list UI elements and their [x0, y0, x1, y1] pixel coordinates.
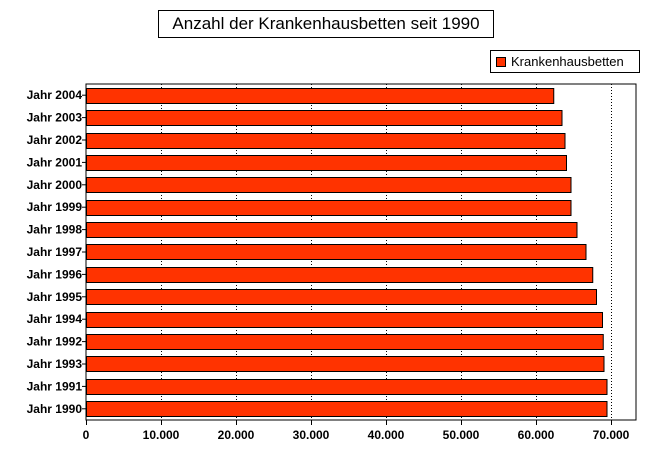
y-tick-label: Jahr 1991 — [27, 379, 83, 393]
y-tick-label: Jahr 2004 — [27, 88, 83, 102]
y-tick-label: Jahr 1997 — [27, 245, 83, 259]
bar — [86, 289, 597, 305]
bar — [86, 110, 563, 126]
x-tick-label: 50.000 — [443, 428, 480, 442]
y-tick-label: Jahr 1993 — [27, 357, 83, 371]
bar — [86, 244, 587, 260]
x-tick-label: 20.000 — [218, 428, 255, 442]
y-tick-label: Jahr 1990 — [27, 402, 83, 416]
y-tick-label: Jahr 1998 — [27, 223, 83, 237]
chart-title: Anzahl der Krankenhausbetten seit 1990 — [158, 10, 494, 38]
bar — [86, 177, 572, 193]
bar — [86, 88, 555, 104]
bar — [86, 222, 578, 238]
bar — [86, 133, 566, 149]
y-tick-label: Jahr 2001 — [27, 155, 83, 169]
y-tick-label: Jahr 1995 — [27, 290, 83, 304]
bar — [86, 267, 594, 283]
x-tick-label: 10.000 — [143, 428, 180, 442]
bar — [86, 200, 572, 216]
bar — [86, 312, 603, 328]
bar — [86, 401, 608, 417]
y-tick-label: Jahr 1994 — [27, 312, 83, 326]
bar — [86, 334, 604, 350]
bar — [86, 155, 567, 171]
legend-label: Krankenhausbetten — [511, 54, 624, 69]
x-tick-label: 70.000 — [593, 428, 630, 442]
y-tick-label: Jahr 1992 — [27, 335, 83, 349]
x-tick-label: 0 — [83, 428, 90, 442]
y-tick-label: Jahr 2003 — [27, 111, 83, 125]
legend-swatch — [496, 56, 506, 67]
bar — [86, 379, 608, 395]
chart-title-text: Anzahl der Krankenhausbetten seit 1990 — [172, 14, 480, 33]
chart-legend: Krankenhausbetten — [490, 50, 640, 73]
y-tick-label: Jahr 1996 — [27, 267, 83, 281]
bar — [86, 356, 605, 372]
x-tick-label: 60.000 — [518, 428, 555, 442]
x-tick-label: 40.000 — [368, 428, 405, 442]
y-tick-label: Jahr 1999 — [27, 200, 83, 214]
y-tick-label: Jahr 2002 — [27, 133, 83, 147]
x-tick-label: 30.000 — [293, 428, 330, 442]
y-tick-label: Jahr 2000 — [27, 178, 83, 192]
